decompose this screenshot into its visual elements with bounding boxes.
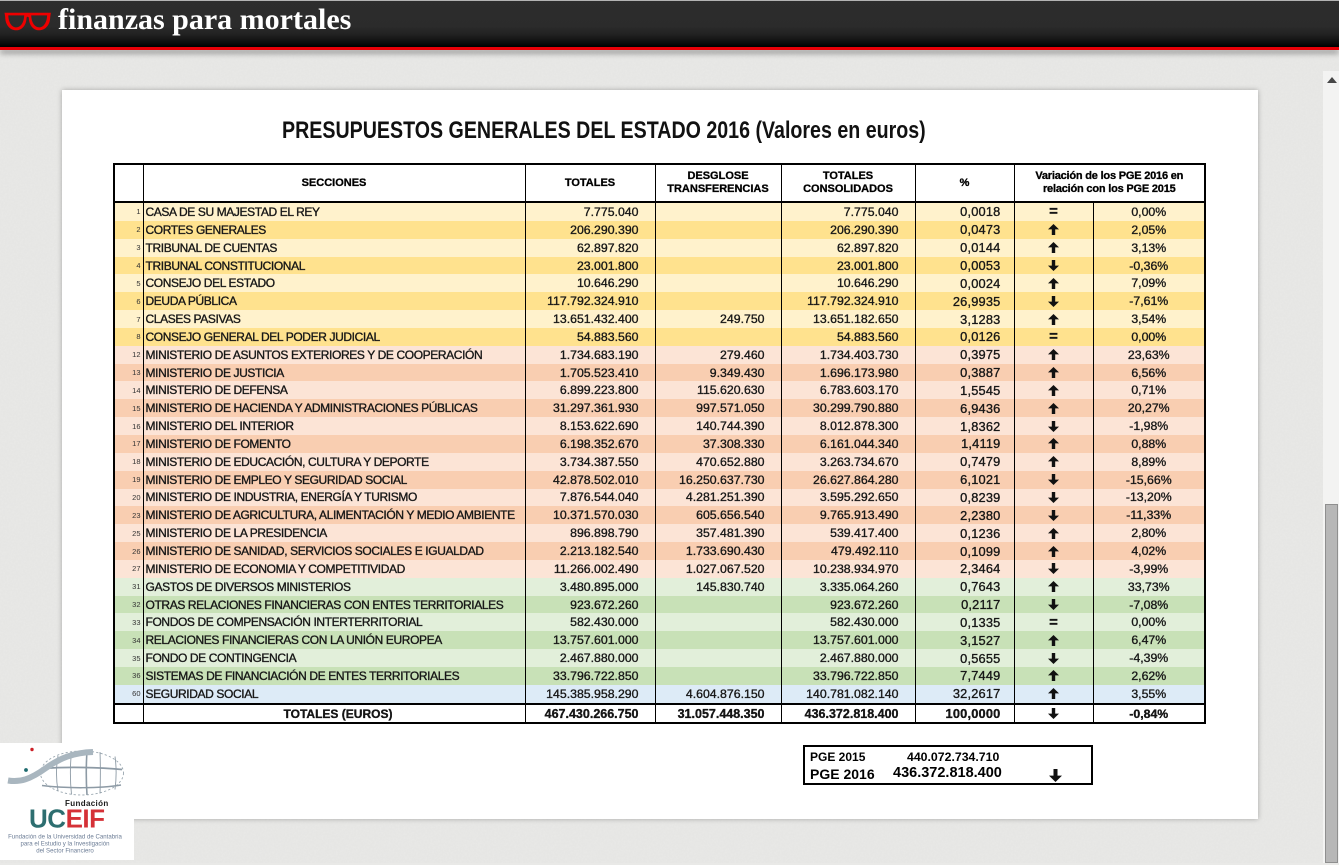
- svg-text:UCEIF: UCEIF: [29, 804, 105, 834]
- svg-text:del Sector Financiero: del Sector Financiero: [36, 848, 94, 855]
- svg-text:Fundación de la Universidad de: Fundación de la Universidad de Cantabria: [8, 834, 122, 841]
- svg-text:para el Estudio y la Investiga: para el Estudio y la Investigación: [20, 841, 109, 848]
- svg-text:Fundación: Fundación: [65, 799, 109, 808]
